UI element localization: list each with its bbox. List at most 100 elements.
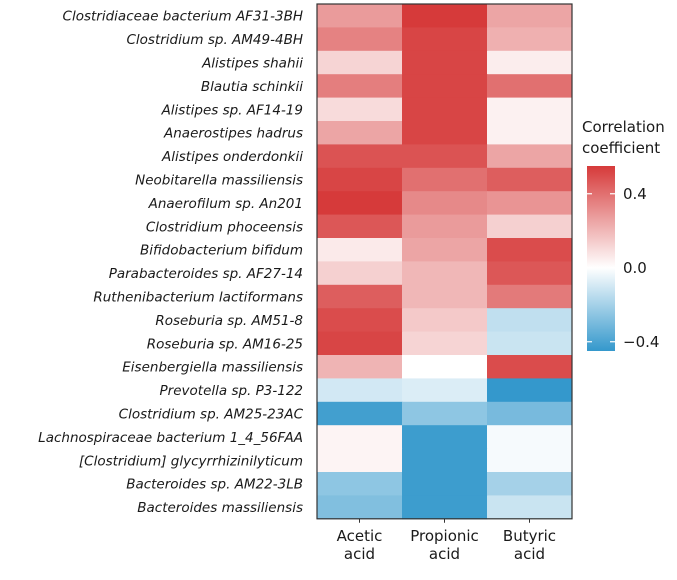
heatmap-cell [317,97,403,122]
heatmap-cell [487,97,573,122]
legend-colorbar [587,166,615,351]
row-label: Anaerostipes hadrus [163,126,303,142]
row-labels: Clostridiaceae bacterium AF31-3BH Clostri… [38,9,303,516]
heatmap-cell [487,74,573,99]
heatmap-cell [487,308,573,333]
heatmap-cell [402,378,488,403]
heatmap-cell [487,191,573,216]
heatmap-cell [402,97,488,122]
heatmap-cell [317,121,403,145]
legend-tick-label: 0.4 [623,185,647,203]
column-label: Propionic acid [410,527,479,563]
heatmap-cell [402,331,488,356]
heatmap-cell [317,238,403,262]
heatmap-cell [317,167,403,192]
heatmap-cell [402,50,488,75]
row-label: Clostridium sp. AM49-4BH [126,32,303,48]
heatmap-cell [402,4,488,28]
heatmap-cell [317,472,403,496]
legend-tick-label: −0.4 [623,333,659,351]
legend-title-line-2: coefficient [582,139,660,157]
heatmap-cell [487,331,573,356]
heatmap-cell [317,448,403,473]
row-label: Eisenbergiella massiliensis [122,360,303,376]
heatmap-cell [487,27,573,52]
heatmap-cell [487,355,573,379]
heatmap-cell [317,308,403,333]
heatmap-cell [487,448,573,473]
row-label: Parabacteroides sp. AF27-14 [109,266,303,282]
column-label: Acetic acid [337,527,383,563]
heatmap-cell [317,331,403,356]
heatmap-cell [317,191,403,216]
row-label: Bacteroides sp. AM22-3LB [126,477,303,493]
heatmap-cell [487,284,573,309]
heatmap-cell [402,167,488,192]
column-labels: Acetic acid Propionic acid Butyric acid [337,518,556,563]
heatmap-cell [402,261,488,286]
legend-tick-label: 0.0 [623,259,647,277]
row-label: [Clostridium] glycyrrhizinilyticum [79,453,303,469]
heatmap-cell [487,214,573,239]
heatmap-cell [487,167,573,192]
heatmap-cell [317,401,403,426]
heatmap-cell [487,472,573,496]
heatmap-cell [487,121,573,145]
heatmap-cell [317,50,403,75]
heatmap-cell [402,308,488,333]
heatmap-cell [487,425,573,450]
heatmap-frame [316,3,573,520]
row-label: Clostridium sp. AM25-23AC [119,407,304,423]
heatmap-cell [402,425,488,450]
heatmap-cell [317,27,403,52]
row-label: Bifidobacterium bifidum [140,243,303,259]
column-label: Butyric acid [503,527,556,563]
heatmap-cell [402,284,488,309]
heatmap-cell [402,448,488,473]
color-legend: Correlation coefficient 0.4 0.0 −0.4 [582,118,665,351]
heatmap-cell [317,144,403,169]
heatmap-cell [402,191,488,216]
heatmap-cell [487,261,573,286]
heatmap-cell [402,144,488,169]
row-label: Alistipes sp. AF14-19 [161,102,303,118]
heatmap-cell [402,238,488,262]
row-label: Prevotella sp. P3-122 [160,383,303,399]
row-label: Bacteroides massiliensis [137,500,303,516]
heatmap-cell [487,4,573,28]
row-label: Blautia schinkii [201,79,303,95]
heatmap-cell [402,74,488,99]
heatmap-cell [402,401,488,426]
row-label: Anaerofilum sp. An201 [148,196,303,212]
heatmap-cell [402,121,488,145]
heatmap-cell [317,378,403,403]
row-label: Lachnospiraceae bacterium 1_4_56FAA [38,430,303,446]
heatmap-cell [487,495,573,520]
heatmap-cell [317,284,403,309]
heatmap-cell [487,144,573,169]
heatmap-cell [487,50,573,75]
row-label: Alistipes shahii [201,56,303,72]
legend-title-line-1: Correlation [582,118,665,136]
heatmap-cell [317,261,403,286]
legend-ticks: 0.4 0.0 −0.4 [587,185,659,351]
row-label: Roseburia sp. AM16-25 [147,336,303,352]
row-label: Neobitarella massiliensis [135,173,303,189]
row-label: Alistipes onderdonkii [161,149,303,165]
heatmap-cell [402,355,488,379]
row-label: Ruthenibacterium lactiformans [93,290,303,306]
row-label: Roseburia sp. AM51-8 [155,313,303,329]
row-label: Clostridium phoceensis [146,219,303,235]
heatmap-cell [402,495,488,520]
heatmap-cell [487,378,573,403]
heatmap-cell [402,214,488,239]
heatmap-cell [317,214,403,239]
heatmap-cell [487,238,573,262]
heatmap-cell [317,74,403,99]
heatmap-cell [402,472,488,496]
heatmap-cell [402,27,488,52]
heatmap-cell [317,355,403,379]
row-label: Clostridiaceae bacterium AF31-3BH [63,9,303,25]
heatmap-cell [317,4,403,28]
